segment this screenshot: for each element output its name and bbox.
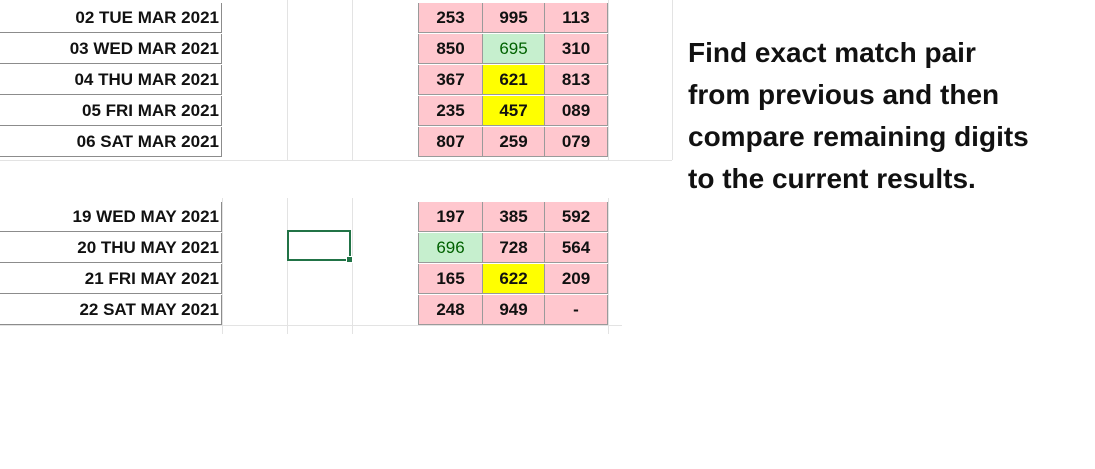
note-line: to the current results. xyxy=(688,163,976,194)
result-cell[interactable]: 807 xyxy=(418,127,483,157)
gridline xyxy=(222,198,223,334)
date-cell[interactable]: 05 FRI MAR 2021 xyxy=(0,96,222,126)
result-cell[interactable]: 850 xyxy=(418,34,483,64)
date-cell[interactable]: 04 THU MAR 2021 xyxy=(0,65,222,95)
result-cell[interactable]: 367 xyxy=(418,65,483,95)
gridline xyxy=(0,325,622,326)
note-line: Find exact match pair xyxy=(688,37,976,68)
result-cell[interactable]: 813 xyxy=(545,65,608,95)
instruction-note: Find exact match pair from previous and … xyxy=(688,32,1088,200)
gridline xyxy=(0,160,672,161)
active-cell-selection[interactable] xyxy=(287,230,353,263)
result-cell-highlight-green[interactable]: 696 xyxy=(418,233,483,263)
result-cell[interactable]: 235 xyxy=(418,96,483,126)
note-line: from previous and then xyxy=(688,79,1000,110)
gridline xyxy=(608,0,609,160)
result-cell-highlight-yellow[interactable]: 457 xyxy=(483,96,545,126)
gridline xyxy=(352,0,353,160)
date-cell[interactable]: 19 WED MAY 2021 xyxy=(0,202,222,232)
result-cell[interactable]: 728 xyxy=(483,233,545,263)
result-cell[interactable]: 310 xyxy=(545,34,608,64)
result-cell[interactable]: 165 xyxy=(418,264,483,294)
result-cell[interactable]: 079 xyxy=(545,127,608,157)
result-cell[interactable]: 248 xyxy=(418,295,483,325)
date-cell[interactable]: 21 FRI MAY 2021 xyxy=(0,264,222,294)
date-cell[interactable]: 06 SAT MAR 2021 xyxy=(0,127,222,157)
result-cell[interactable]: 259 xyxy=(483,127,545,157)
gridline xyxy=(608,198,609,334)
result-cell[interactable]: 592 xyxy=(545,202,608,232)
date-cell[interactable]: 20 THU MAY 2021 xyxy=(0,233,222,263)
gridline xyxy=(352,198,353,334)
gridline xyxy=(287,198,288,334)
gridline xyxy=(672,0,673,160)
result-cell[interactable]: 995 xyxy=(483,3,545,33)
result-cell-highlight-green[interactable]: 695 xyxy=(483,34,545,64)
result-cell[interactable]: - xyxy=(545,295,608,325)
date-cell[interactable]: 22 SAT MAY 2021 xyxy=(0,295,222,325)
result-cell[interactable]: 385 xyxy=(483,202,545,232)
note-line: compare remaining digits xyxy=(688,121,1029,152)
result-cell-highlight-yellow[interactable]: 622 xyxy=(483,264,545,294)
date-cell[interactable]: 02 TUE MAR 2021 xyxy=(0,3,222,33)
result-cell[interactable]: 197 xyxy=(418,202,483,232)
result-cell[interactable]: 949 xyxy=(483,295,545,325)
result-cell[interactable]: 564 xyxy=(545,233,608,263)
result-cell[interactable]: 209 xyxy=(545,264,608,294)
result-cell[interactable]: 089 xyxy=(545,96,608,126)
date-cell[interactable]: 03 WED MAR 2021 xyxy=(0,34,222,64)
result-cell[interactable]: 113 xyxy=(545,3,608,33)
result-cell-highlight-yellow[interactable]: 621 xyxy=(483,65,545,95)
gridline xyxy=(287,0,288,160)
fill-handle[interactable] xyxy=(346,256,353,263)
result-cell[interactable]: 253 xyxy=(418,3,483,33)
